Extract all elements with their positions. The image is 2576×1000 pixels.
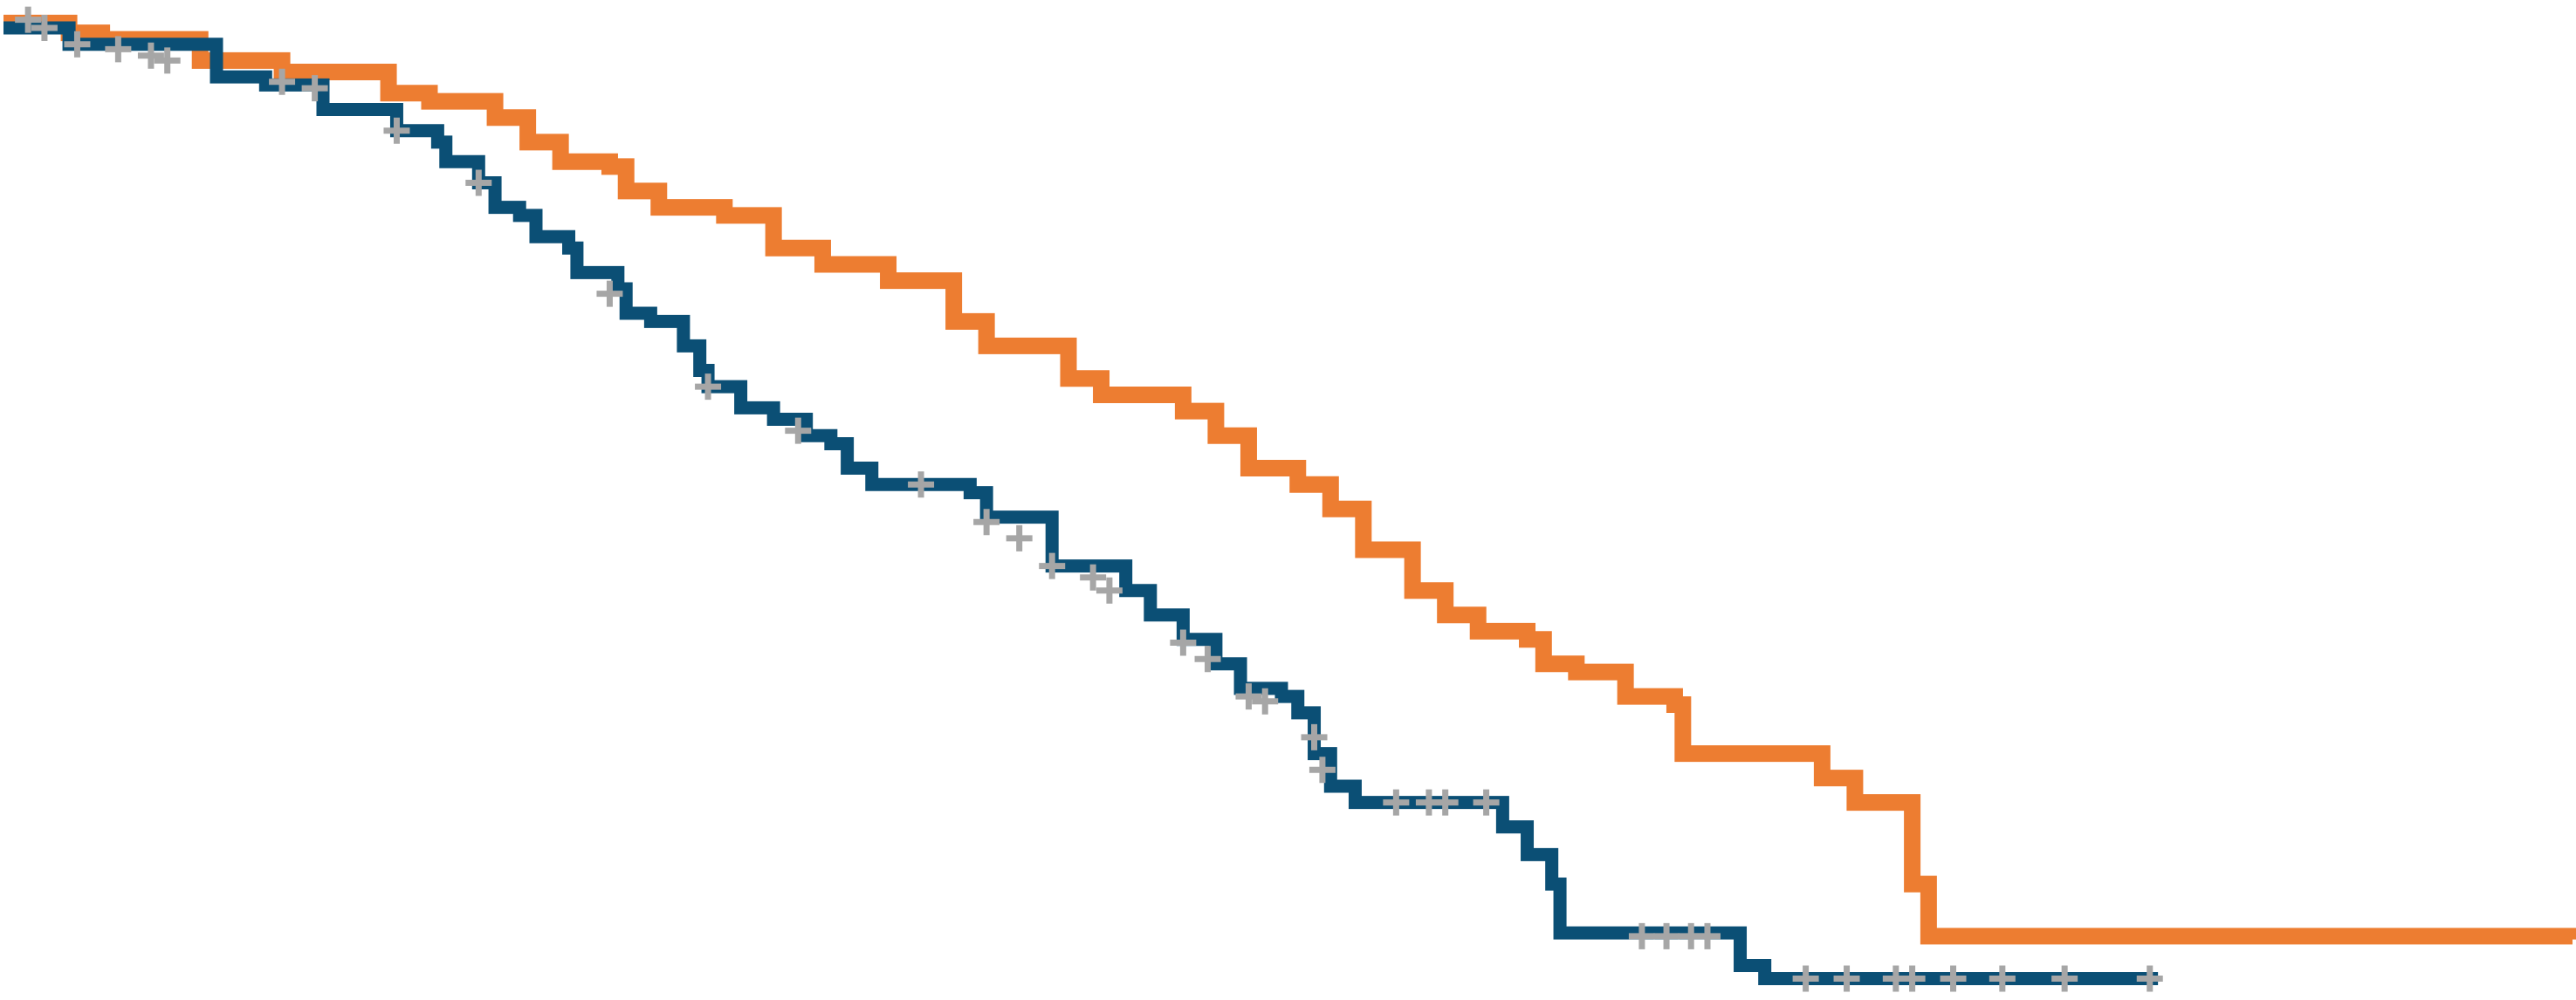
censor-mark	[105, 36, 132, 63]
censor-mark	[1170, 629, 1197, 656]
censor-mark	[973, 509, 1000, 536]
censor-mark	[785, 417, 812, 444]
censor-mark	[1833, 965, 1860, 992]
censor-mark	[1309, 757, 1336, 784]
censor-mark	[1235, 683, 1262, 710]
censor-mark	[1989, 965, 2016, 992]
censor-mark	[1473, 789, 1500, 816]
censor-mark	[383, 117, 410, 144]
survival-curve	[3, 14, 2576, 945]
censor-mark	[1006, 524, 1033, 551]
censor-mark	[154, 47, 181, 74]
censor-mark	[1039, 552, 1066, 579]
censor-mark	[1628, 922, 1655, 949]
censor-mark	[1432, 789, 1459, 816]
censor-mark	[1096, 577, 1123, 604]
censor-mark	[1693, 922, 1721, 949]
censor-mark	[1080, 564, 1107, 591]
censor-mark	[269, 68, 296, 95]
censor-mark	[15, 6, 42, 33]
censor-mark	[1792, 965, 1819, 992]
censor-mark	[137, 42, 164, 69]
censor-mark	[1899, 965, 1926, 992]
censor-mark	[2051, 965, 2078, 992]
censor-mark	[465, 169, 492, 196]
censor-mark	[908, 471, 935, 498]
censor-mark	[31, 15, 58, 42]
censor-mark	[1653, 922, 1680, 949]
censor-mark	[1252, 688, 1279, 715]
censor-mark	[695, 373, 722, 401]
censor-mark	[2136, 965, 2163, 992]
censor-mark	[301, 75, 328, 102]
survival-curve	[3, 21, 2159, 985]
censor-mark	[1301, 723, 1328, 750]
censor-mark	[1383, 789, 1410, 816]
censor-mark	[596, 280, 623, 307]
censor-mark	[1194, 646, 1221, 673]
censor-mark	[64, 31, 91, 58]
censor-mark	[1940, 965, 1967, 992]
